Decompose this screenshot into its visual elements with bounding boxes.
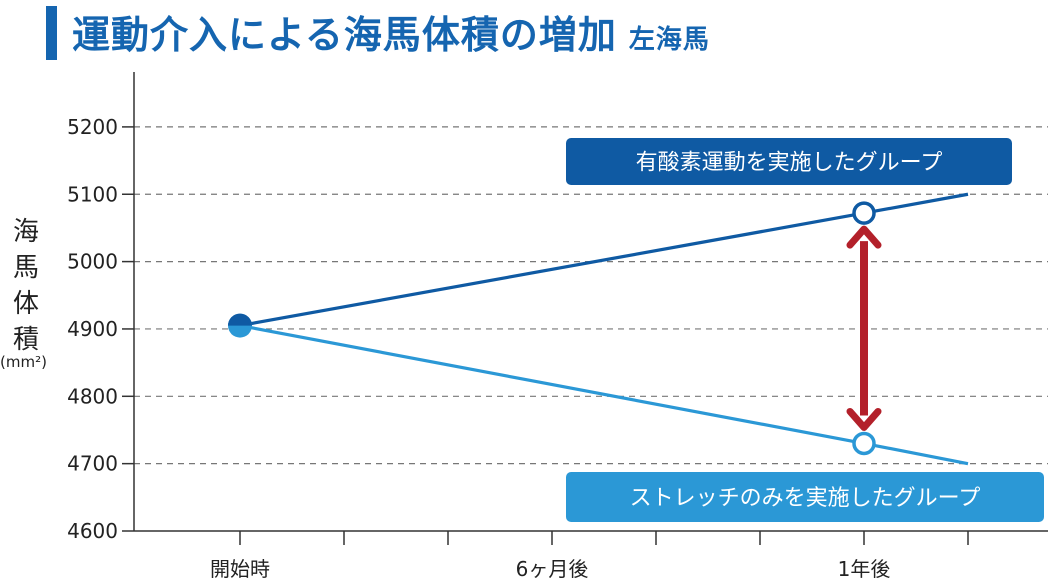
y-tick-labels: 4600 4700 4800 4900 5000 5100 5200 [67,115,118,543]
y-axis-label-char: 積 [12,325,39,355]
series-label: ストレッチのみを実施したグループ [630,486,981,511]
subtitle: 左海馬 [628,25,710,55]
x-tick-label: 6ヶ月後 [516,557,589,578]
y-tick-label: 4600 [67,519,118,543]
x-tick-label: 開始時 [210,557,270,578]
y-axis-label-char: 体 [12,289,39,319]
gridlines [134,126,1048,465]
title-accent-bar [46,6,57,60]
y-tick-label: 5000 [67,250,118,274]
markers [228,201,876,456]
title-text: 運動介入による海馬体積の増加 [72,13,617,57]
start-marker-top-half [228,313,252,326]
series-label-box [566,138,1012,185]
y-tick-label: 5100 [67,182,118,206]
y-tick-label: 4700 [67,452,118,476]
y-tick-label: 5200 [67,115,118,139]
series-label-box [566,472,1044,522]
x-tick-label: 1年後 [838,557,891,578]
y-tick-label: 4800 [67,384,118,408]
y-axis-unit: (mm²) [0,353,47,371]
series-label: 有酸素運動を実施したグループ [636,151,943,176]
axes [122,72,1048,545]
difference-arrow [846,225,882,431]
data-point-marker [852,431,876,456]
y-tick-label: 4900 [67,317,118,341]
y-axis-label-char: 馬 [12,253,39,283]
arrow-head-down [846,407,882,431]
x-tick-labels: 開始時 6ヶ月後 1年後 [210,557,890,578]
data-point-marker [852,201,876,225]
arrow-head-up [846,225,882,249]
y-axis-label: 海馬体積 [4,214,48,358]
page-title: 運動介入による海馬体積の増加 左海馬 [72,4,710,59]
y-axis-label-char: 海 [12,217,39,247]
